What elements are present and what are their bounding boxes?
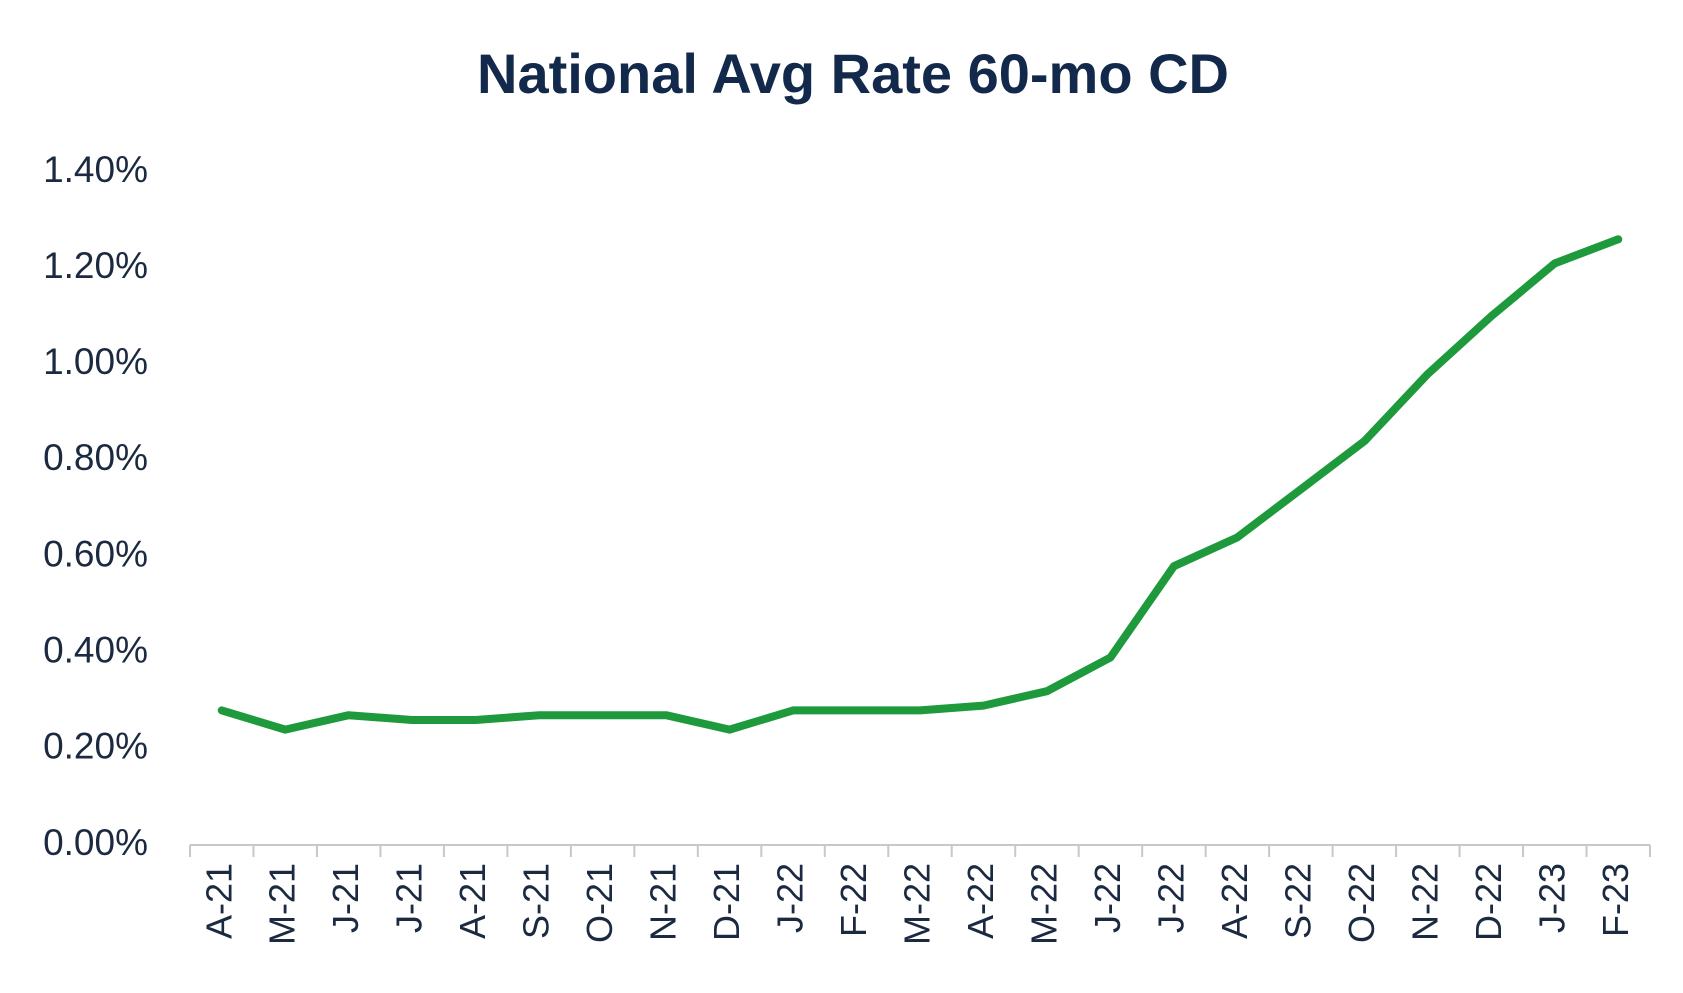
x-tick-label: S-21	[516, 863, 557, 939]
x-tick-label: A-22	[960, 863, 1001, 939]
x-tick-label: J-23	[1531, 863, 1572, 933]
line-series	[217, 235, 1623, 734]
x-tick-label: J-21	[325, 863, 366, 933]
x-tick-label: A-21	[198, 863, 239, 939]
x-tick-label: N-22	[1404, 863, 1445, 941]
x-tick-label: M-22	[1023, 863, 1064, 945]
x-tick-label: O-21	[579, 863, 620, 943]
x-tick-label: O-22	[1341, 863, 1382, 943]
x-tick-label: A-21	[452, 863, 493, 939]
chart-title: National Avg Rate 60-mo CD	[477, 42, 1229, 105]
x-tick-label: N-21	[643, 863, 684, 941]
x-tick-label: M-21	[262, 863, 303, 945]
x-tick-label: D-22	[1468, 863, 1509, 941]
x-tick-label: D-21	[706, 863, 747, 941]
x-tick-label: S-22	[1277, 863, 1318, 939]
x-tick-label: F-23	[1595, 863, 1636, 937]
y-tick-label: 0.80%	[43, 437, 148, 478]
y-tick-label: 0.20%	[43, 726, 148, 767]
x-tick-label: J-22	[770, 863, 811, 933]
y-tick-label: 0.60%	[43, 533, 148, 574]
y-tick-label: 1.40%	[43, 149, 148, 190]
x-tick-label: J-21	[389, 863, 430, 933]
y-tick-label: 0.00%	[43, 822, 148, 863]
x-tick-label: J-22	[1087, 863, 1128, 933]
x-tick-label: A-22	[1214, 863, 1255, 939]
x-tick-label: M-22	[897, 863, 938, 945]
x-tick-label: J-22	[1150, 863, 1191, 933]
y-tick-label: 1.20%	[43, 245, 148, 286]
x-tick-label: F-22	[833, 863, 874, 937]
y-tick-label: 0.40%	[43, 629, 148, 670]
y-tick-label: 1.00%	[43, 341, 148, 382]
